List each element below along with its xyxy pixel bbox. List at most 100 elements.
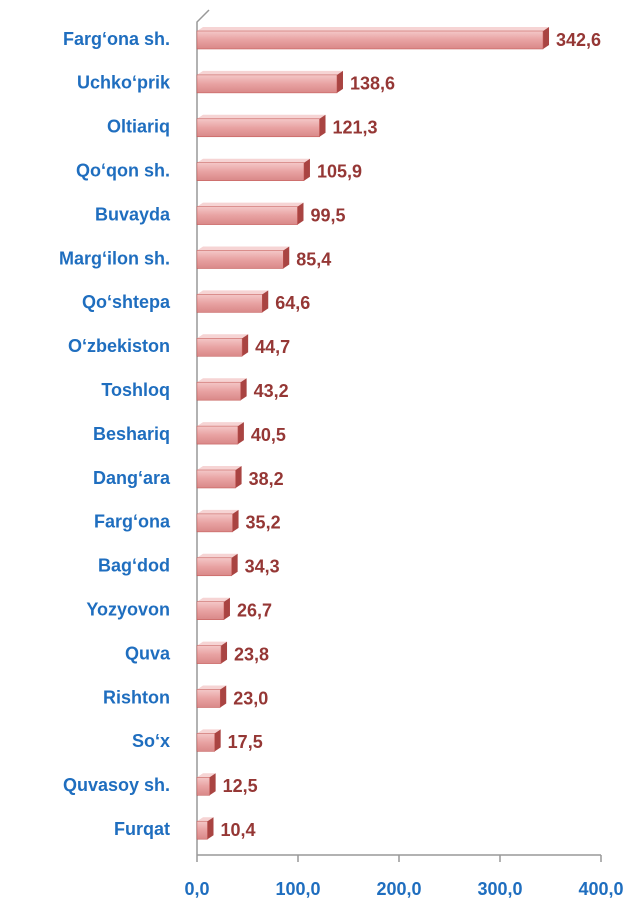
data-label: 85,4 [296,249,331,269]
data-label: 105,9 [317,161,362,181]
data-label: 23,0 [233,688,268,708]
data-label: 44,7 [255,337,290,357]
bar-side [221,641,228,664]
data-label: 43,2 [254,381,289,401]
bar-top [197,729,221,734]
bar-side [231,553,238,576]
bar-top [197,685,227,690]
data-label: 10,4 [221,820,256,840]
bar [196,777,210,796]
bar-side [232,509,239,532]
x-tick-label: 0,0 [184,879,209,899]
y-tick-label: O‘zbekiston [68,336,170,356]
bar [196,338,243,357]
bar [196,469,236,489]
data-label: 23,8 [234,644,269,664]
bar-side [336,70,343,93]
bar-top [197,553,238,558]
data-label: 26,7 [237,600,272,620]
data-label: 38,2 [249,469,284,489]
bar-top [197,334,249,339]
bar [196,381,241,401]
bar-top [197,246,290,251]
y-tick-label: Furqat [114,819,170,839]
bar-side [207,817,214,840]
bar-side [242,334,249,357]
y-axis [196,9,210,855]
data-label: 35,2 [246,513,281,533]
y-tick-label: Yozyovon [86,599,170,619]
y-tick-label: Marg‘ilon sh. [59,248,170,268]
bar-side [220,685,227,708]
bar [196,74,338,94]
y-tick-label: Qo‘shtepa [82,292,171,312]
data-label: 138,6 [350,74,395,94]
bar [196,294,263,313]
bar-side [240,378,247,401]
y-tick-label: Dang‘ara [93,468,171,488]
bar [196,601,225,620]
x-tick-label: 400,0 [578,879,623,899]
bar-side [235,466,242,488]
data-label: 12,5 [223,776,258,796]
y-tick-label: Bag‘dod [98,556,170,576]
bar-top [197,70,343,75]
bar-side [303,158,310,181]
bar [196,645,222,664]
bar-top [197,597,230,602]
bar-side [262,290,269,313]
bar [196,206,298,225]
bar-top [197,509,239,514]
bar [196,820,208,840]
data-label: 34,3 [245,557,280,577]
bar-side [543,27,550,49]
bar-top [197,202,304,207]
bar-top [197,158,310,163]
y-tick-label: So‘x [132,731,170,751]
x-tick-label: 300,0 [477,879,522,899]
y-tick-label: Farg‘ona [94,512,171,532]
bar-side [283,246,290,269]
x-tick-label: 100,0 [275,879,320,899]
y-tick-label: Buvayda [95,204,171,224]
y-tick-label: Rishton [103,687,170,707]
data-label: 17,5 [228,732,263,752]
bar-top [197,422,244,427]
bar [196,689,221,708]
bar [196,30,544,50]
data-label: 64,6 [275,293,310,313]
bar-top [197,114,326,119]
y-tick-label: Beshariq [93,424,170,444]
bar [196,162,305,181]
bar-side [209,773,216,796]
data-label: 342,6 [556,30,601,50]
bar [196,557,232,577]
y-tick-label: Farg‘ona sh. [63,29,170,49]
y-tick-label: Oltiariq [107,117,170,137]
data-label: 99,5 [310,205,345,225]
data-label: 40,5 [251,425,286,445]
bar [196,733,215,752]
y-tick-label: Toshloq [101,380,170,400]
y-tick-label: Quvasoy sh. [63,775,170,795]
bar [196,250,284,269]
bar-top [197,641,228,646]
bar-side [237,422,244,445]
bar-side [319,114,326,137]
data-label: 121,3 [333,118,378,138]
y-tick-label: Uchko‘prik [77,73,171,93]
bar-top [197,817,214,822]
bar-top [197,378,247,383]
y-tick-label: Quva [125,643,171,663]
bar-top [197,290,269,295]
bar-top [197,773,216,778]
bar-top [197,466,242,470]
x-tick-label: 200,0 [376,879,421,899]
bar-top [197,27,550,31]
bar [196,118,320,138]
bar-side [297,202,304,225]
bar-side [223,597,230,620]
y-tick-label: Qo‘qon sh. [76,160,170,180]
bar [196,513,233,533]
